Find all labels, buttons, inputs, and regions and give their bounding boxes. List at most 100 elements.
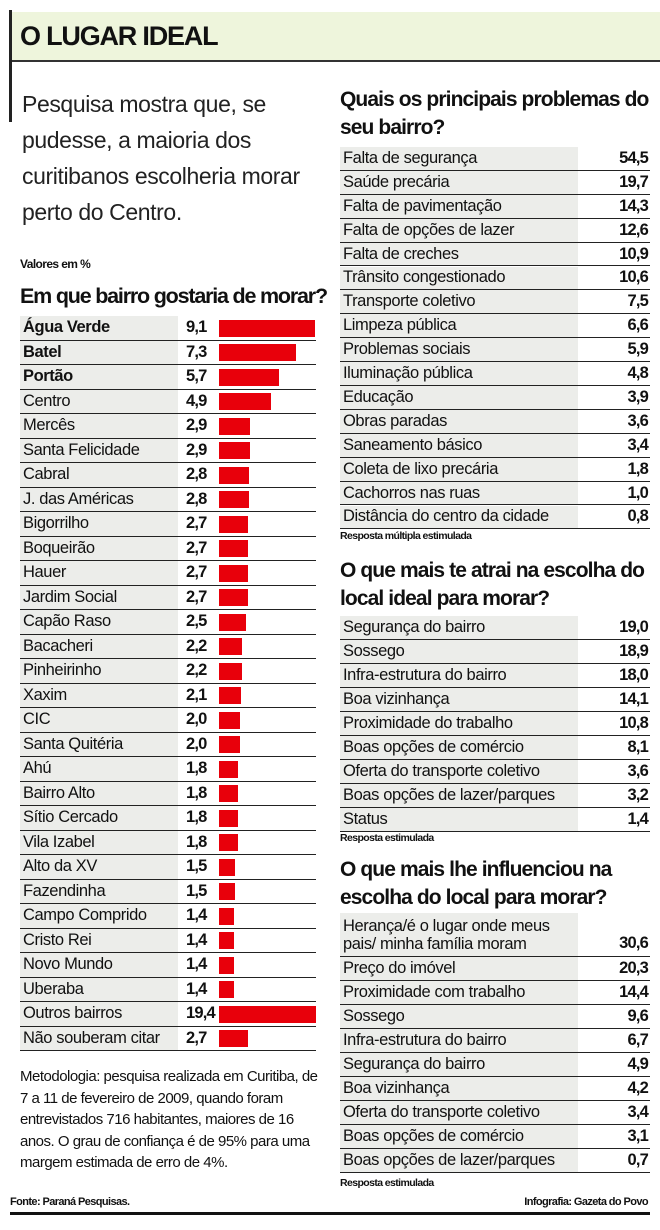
row-value: 0,7 (627, 1151, 648, 1169)
row-label: Saneamento básico (340, 433, 578, 457)
value-label: 1,4 (186, 955, 207, 974)
row-label: Segurança do bairro (340, 616, 578, 639)
value-label: 1,8 (186, 759, 207, 778)
chart-row: J. das Américas 2,8 (20, 487, 316, 512)
title-bar: O LUGAR IDEAL (10, 12, 660, 62)
source-text: Fonte: Paraná Pesquisas. (10, 1196, 130, 1208)
table-row: Infra-estrutura do bairro 18,0 (340, 664, 650, 688)
row-label: Sossego (340, 1005, 578, 1028)
value-label: 2,8 (186, 489, 207, 508)
chart-row: Fazendinha 1,5 (20, 879, 316, 904)
category-label: Santa Felicidade (20, 438, 178, 462)
bar (219, 760, 239, 778)
chart-row: Novo Mundo 1,4 (20, 953, 316, 978)
value-label: 1,8 (186, 783, 207, 802)
table-row: Boas opções de comércio 3,1 (340, 1125, 650, 1149)
chart-row: Mercês 2,9 (20, 414, 316, 439)
row-label: Sossego (340, 640, 578, 663)
bar (219, 834, 239, 851)
table-row: Boa vizinhança 4,2 (340, 1077, 650, 1101)
row-label: Herança/é o lugar onde meus pais/ minha … (340, 913, 578, 956)
category-label: Pinheirinho (20, 659, 178, 683)
bar (219, 981, 234, 998)
value-label: 1,4 (186, 930, 207, 949)
chart-row: Boqueirão 2,7 (20, 536, 316, 561)
table-row: Sossego 9,6 (340, 1005, 650, 1029)
table-row: Proximidade do trabalho 10,8 (340, 712, 650, 736)
category-label: Sítio Cercado (20, 806, 178, 830)
value-label: 4,9 (186, 391, 207, 410)
bar (219, 883, 235, 900)
table-note-attraction: Resposta estimulada (340, 832, 434, 844)
bar (219, 785, 239, 802)
value-label: 2,0 (186, 710, 207, 729)
chart-row: Alto da XV 1,5 (20, 855, 316, 880)
category-label: Boqueirão (20, 536, 178, 560)
chart-row: Sítio Cercado 1,8 (20, 806, 316, 831)
row-value: 9,6 (627, 1007, 648, 1025)
value-label: 1,8 (186, 808, 207, 827)
table-row: Falta de creches 10,9 (340, 242, 650, 267)
table-row: Status 1,4 (340, 808, 650, 832)
row-value: 19,0 (619, 618, 649, 636)
table-title-problems: Quais os principais problemas do seu bai… (340, 88, 649, 139)
row-value: 10,6 (619, 268, 649, 287)
table-row: Boa vizinhança 14,1 (340, 688, 650, 712)
row-label: Iluminação pública (340, 362, 578, 385)
bar (219, 662, 243, 680)
chart-row: CIC 2,0 (20, 708, 316, 733)
bar (219, 809, 239, 827)
category-label: Capão Raso (20, 610, 178, 634)
value-label: 1,5 (186, 881, 207, 900)
row-label: Distância do centro da cidade (340, 505, 578, 529)
category-label: Bigorrilho (20, 512, 178, 536)
row-label: Proximidade do trabalho (340, 712, 578, 735)
row-label: Oferta do transporte coletivo (340, 1101, 578, 1124)
row-label: Educação (340, 386, 578, 409)
bottom-rule (10, 1212, 650, 1215)
row-value: 18,9 (619, 642, 649, 660)
chart-row: Bigorrilho 2,7 (20, 512, 316, 537)
value-label: 2,7 (186, 587, 207, 606)
units-note: Valores em % (20, 257, 91, 271)
value-label: 2,8 (186, 465, 207, 484)
bar (219, 858, 235, 876)
row-value: 8,1 (627, 738, 648, 756)
chart-row: Vila Izabel 1,8 (20, 830, 316, 855)
chart-row: Pinheirinho 2,2 (20, 659, 316, 684)
row-value: 6,6 (627, 316, 648, 335)
table-row: Problemas sociais 5,9 (340, 338, 650, 363)
bar (219, 417, 250, 435)
category-label: Uberaba (20, 977, 178, 1001)
value-label: 2,9 (186, 440, 207, 459)
chart-row: Santa Felicidade 2,9 (20, 438, 316, 463)
value-label: 1,5 (186, 857, 207, 876)
row-value: 4,2 (627, 1079, 648, 1097)
row-value: 3,6 (627, 411, 648, 430)
chart-row: Cabral 2,8 (20, 463, 316, 488)
bar (219, 638, 243, 655)
chart-row: Centro 4,9 (20, 389, 316, 414)
chart-row: Santa Quitéria 2,0 (20, 732, 316, 757)
row-value: 14,3 (619, 196, 649, 215)
row-value: 4,9 (627, 1055, 648, 1073)
row-label: Oferta do transporte coletivo (340, 760, 578, 783)
category-label: Cristo Rei (20, 928, 178, 952)
table-row: Obras paradas 3,6 (340, 409, 650, 434)
row-label: Boa vizinhança (340, 688, 578, 711)
table-row: Sossego 18,9 (340, 640, 650, 664)
row-label: Infra-estrutura do bairro (340, 664, 578, 687)
table-row: Saneamento básico 3,4 (340, 433, 650, 458)
value-label: 2,7 (186, 514, 207, 533)
row-value: 1,4 (627, 810, 648, 828)
row-label: Segurança do bairro (340, 1053, 578, 1076)
intro-text: Pesquisa mostra que, se pudesse, a maior… (22, 91, 300, 225)
credit-text: Infografia: Gazeta do Povo (524, 1196, 648, 1208)
table-row: Coleta de lixo precária 1,8 (340, 457, 650, 482)
row-value: 4,8 (627, 364, 648, 383)
bar (219, 711, 241, 729)
row-value: 1,0 (627, 483, 648, 502)
chart-row: Ahú 1,8 (20, 757, 316, 782)
table-row: Iluminação pública 4,8 (340, 362, 650, 386)
table-row: Distância do centro da cidade 0,8 (340, 505, 650, 530)
